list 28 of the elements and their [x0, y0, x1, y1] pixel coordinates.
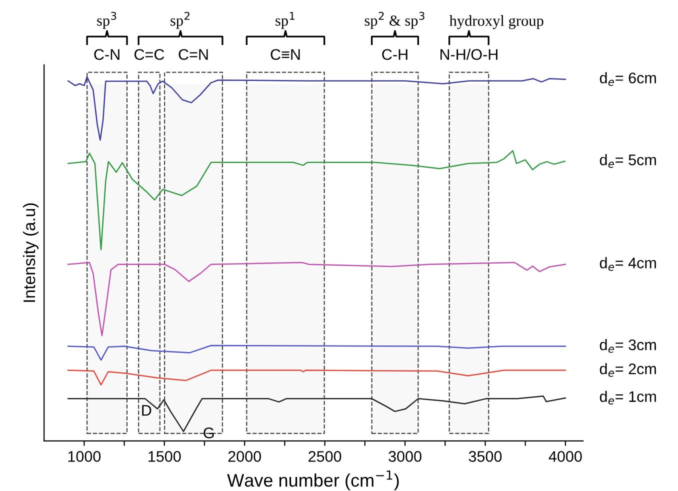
text: d$_{e}$= 2cm [600, 363, 656, 377]
band-label: C=C [134, 49, 164, 60]
text: d$_{e}$= 1cm [600, 390, 656, 404]
text: sp$^{3}$ [97, 12, 116, 29]
text: d$_{e}$= 3cm [600, 339, 656, 353]
text: sp$^{1}$ [276, 12, 295, 29]
band-label: C-N [94, 49, 120, 60]
text: d$_{e}$= 6cm [600, 72, 656, 86]
band-label: C-H [382, 49, 408, 60]
text: sp$^{2}$ [170, 12, 190, 29]
band-label: C=N [178, 49, 208, 60]
text: d$_{e}$= 5cm [600, 154, 656, 168]
text: hydroxyl group [449, 15, 544, 30]
x-tick-label: 3000 [388, 451, 422, 462]
x-tick-label: 4000 [548, 451, 582, 462]
band-label: N-H/O-H [440, 48, 498, 60]
text: sp$^{2}$ & sp$^{3}$ [364, 12, 424, 29]
annotation: D [142, 405, 152, 416]
x-tick-label: 2000 [228, 451, 261, 462]
text: d$_{e}$= 4cm [600, 257, 656, 271]
x-tick-label: 1000 [68, 451, 101, 462]
band-label: C≡N [270, 49, 300, 60]
annotation: G [204, 428, 214, 438]
y-axis-title: Intensity (a.u) [22, 203, 39, 302]
x-tick-label: 3500 [468, 451, 502, 462]
x-tick-label: 2500 [308, 451, 342, 462]
x-tick-label: 1500 [148, 451, 181, 462]
x-axis-title: Wave number (cm$^{−1}$) [227, 470, 399, 490]
